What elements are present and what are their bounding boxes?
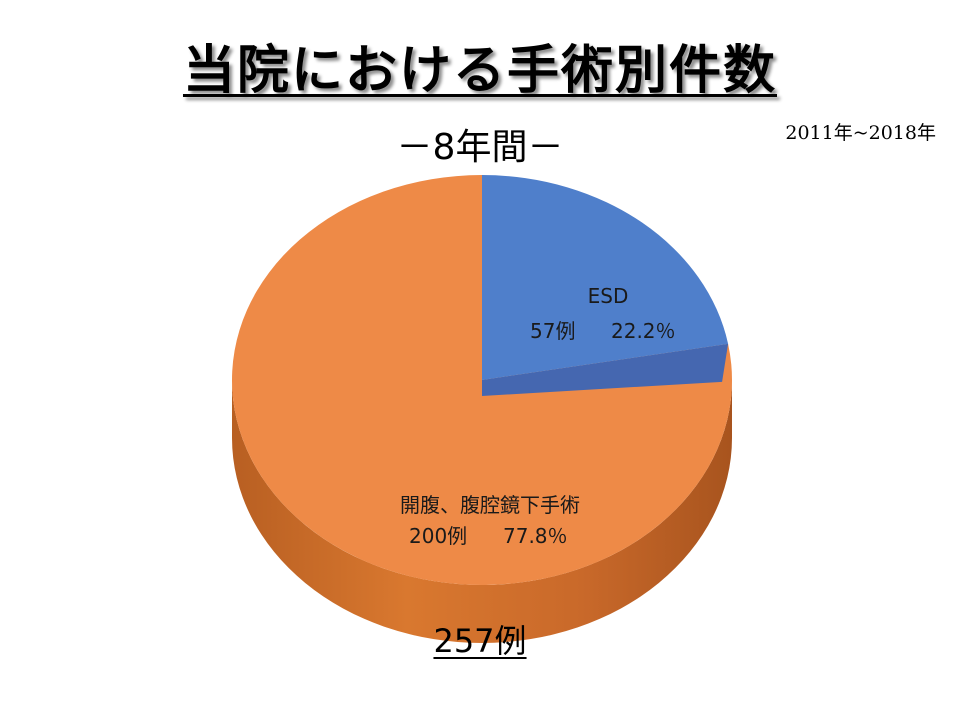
slice-label-esd-pct: 22.2％ <box>611 319 676 343</box>
total-count-text: 257例 <box>433 622 527 660</box>
slice-label-surgery-count: 200例 <box>409 524 467 548</box>
slice-label-esd-count: 57例 <box>530 319 575 343</box>
pie-slice-esd[interactable] <box>482 175 729 380</box>
slice-label-surgery-pct: 77.8％ <box>503 524 568 548</box>
chart-subtitle: －8年間－ <box>396 127 564 168</box>
pie-side-wall <box>232 380 732 643</box>
pie-slice-esd-cut-face <box>482 343 729 396</box>
slice-label-esd-name: ESD <box>588 284 629 308</box>
date-range: 2011年~2018年 <box>785 122 936 144</box>
page-title: 当院における手術別件数 <box>0 28 960 103</box>
total-count: 257例 <box>0 616 960 662</box>
slice-label-surgery-name: 開腹、腹腔鏡下手術 <box>400 493 580 517</box>
page-title-text: 当院における手術別件数 <box>182 41 777 101</box>
